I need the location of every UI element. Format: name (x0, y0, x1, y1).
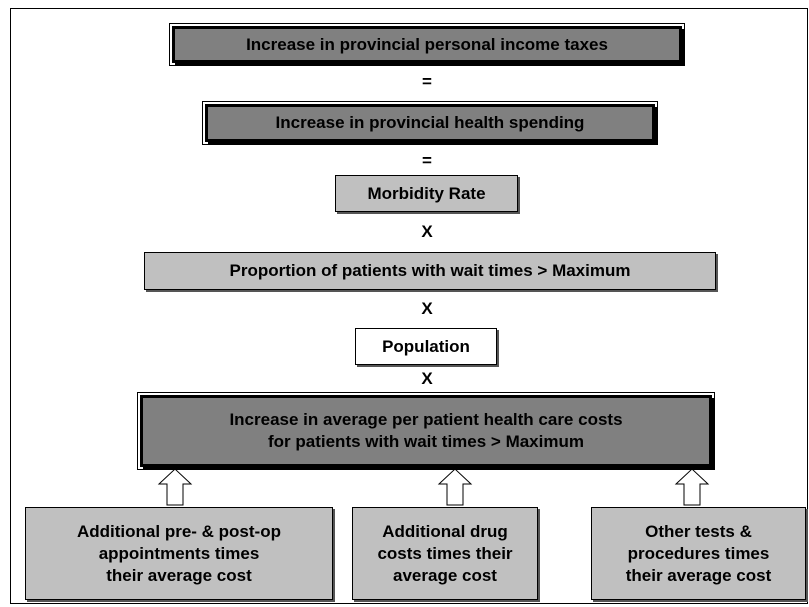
node-label: for patients with wait times > Maximum (268, 432, 584, 451)
operator: = (422, 72, 432, 91)
operator: X (421, 222, 433, 241)
arrow (157, 468, 193, 506)
node-label: Additional pre- & post-op (77, 521, 281, 541)
node-label: average cost (393, 565, 497, 585)
operator: X (421, 369, 433, 388)
node: Other tests & procedures times their avera… (591, 507, 806, 600)
node-label: their average cost (625, 565, 772, 585)
arrow (437, 468, 473, 506)
arrow (674, 468, 710, 506)
node-label: Other tests & (645, 521, 752, 541)
node: Increase in provincial personal income t… (169, 23, 685, 66)
node-label: Increase in provincial health spending (275, 113, 585, 132)
node: Increase in provincial health spending (202, 101, 658, 145)
node: Increase in average per patient health c… (137, 392, 715, 470)
node-label: Additional drug (382, 521, 508, 541)
node: Additional drug costs times their average … (352, 507, 538, 600)
node: Population (355, 328, 497, 365)
node-label: procedures times (627, 543, 770, 563)
node-label: Proportion of patients with wait times >… (229, 261, 631, 280)
operator: X (421, 299, 433, 318)
node-label: Increase in provincial personal income t… (246, 34, 608, 54)
node-label: costs times their (377, 543, 513, 563)
frame (10, 8, 808, 604)
node: Proportion of patients with wait times >… (144, 252, 716, 290)
node-label: Population (382, 336, 470, 356)
node: Additional pre- & post-op appointments ti… (25, 507, 333, 600)
node-label: Increase in average per patient health c… (229, 410, 623, 429)
operator: = (422, 151, 432, 170)
node-label: Morbidity Rate (367, 183, 486, 203)
node: Morbidity Rate (335, 175, 518, 212)
node-label: their average cost (106, 565, 252, 585)
node-label: appointments times (98, 543, 260, 563)
